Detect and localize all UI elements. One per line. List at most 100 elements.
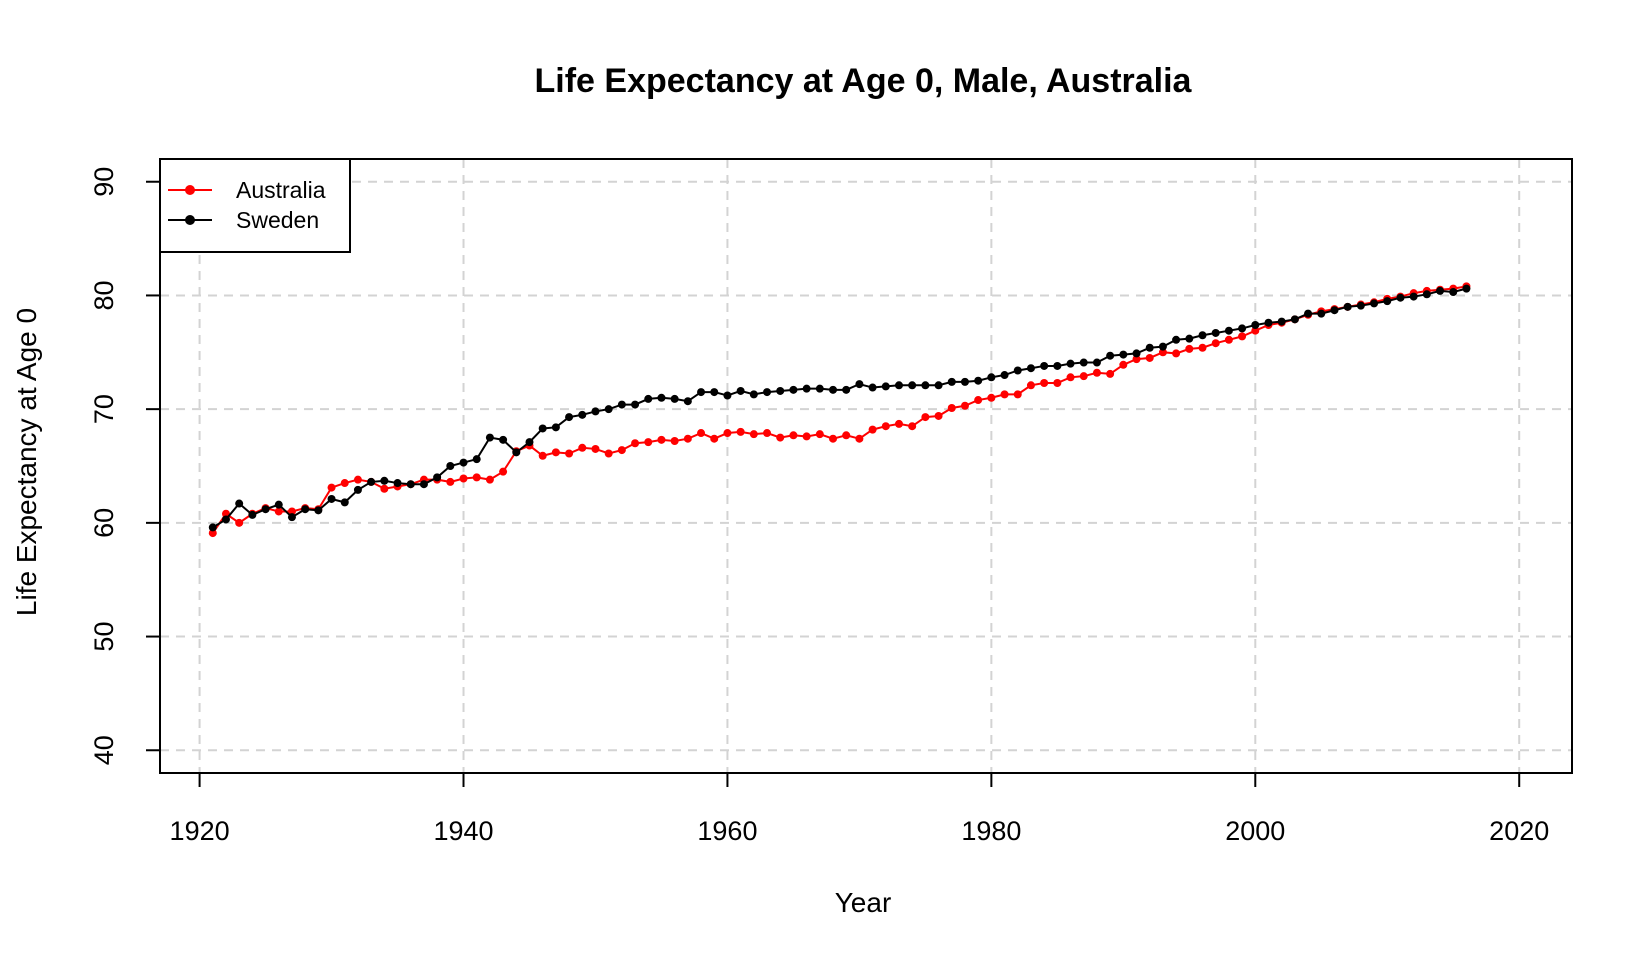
data-point-australia bbox=[380, 484, 389, 493]
data-point-sweden bbox=[1224, 326, 1233, 335]
data-point-australia bbox=[1211, 339, 1220, 348]
data-point-australia bbox=[1185, 344, 1194, 353]
y-tick-label: 90 bbox=[89, 167, 119, 197]
data-point-sweden bbox=[921, 381, 930, 390]
data-point-sweden bbox=[1119, 350, 1128, 359]
data-point-australia bbox=[631, 439, 640, 448]
data-point-sweden bbox=[1277, 317, 1286, 326]
data-point-sweden bbox=[1317, 309, 1326, 318]
gridlines bbox=[160, 159, 1572, 773]
data-point-sweden bbox=[974, 376, 983, 385]
plot-border bbox=[159, 158, 1573, 774]
data-point-sweden bbox=[1172, 335, 1181, 344]
data-point-sweden bbox=[908, 381, 917, 390]
data-point-australia bbox=[1026, 381, 1035, 390]
data-point-australia bbox=[591, 444, 600, 453]
data-point-australia bbox=[736, 427, 745, 436]
data-point-sweden bbox=[472, 455, 481, 464]
legend-label-australia: Australia bbox=[236, 177, 326, 203]
data-point-sweden bbox=[749, 390, 758, 399]
data-point-sweden bbox=[1330, 306, 1339, 315]
data-point-australia bbox=[551, 448, 560, 457]
data-point-sweden bbox=[287, 513, 296, 522]
data-point-sweden bbox=[894, 381, 903, 390]
data-point-australia bbox=[894, 419, 903, 428]
data-point-sweden bbox=[1238, 324, 1247, 333]
data-point-sweden bbox=[1092, 358, 1101, 367]
y-tick-label: 70 bbox=[89, 394, 119, 424]
data-point-australia bbox=[208, 529, 217, 538]
data-point-australia bbox=[1238, 332, 1247, 341]
data-point-australia bbox=[683, 434, 692, 443]
data-point-sweden bbox=[960, 377, 969, 386]
data-point-sweden bbox=[208, 523, 217, 532]
data-point-sweden bbox=[459, 458, 468, 467]
data-point-australia bbox=[459, 474, 468, 483]
data-point-sweden bbox=[485, 433, 494, 442]
data-point-sweden bbox=[340, 498, 349, 507]
data-point-australia bbox=[578, 443, 587, 452]
legend-item-sweden: Sweden bbox=[168, 207, 319, 233]
axes: 1920 1940 1960 1980 2000 2020 40 50 60 70 80 90 bbox=[89, 158, 1573, 846]
data-point-sweden bbox=[248, 510, 257, 519]
data-point-sweden bbox=[855, 380, 864, 389]
data-point-australia bbox=[802, 432, 811, 441]
x-tick-label: 1940 bbox=[433, 816, 493, 846]
x-tick-label: 2000 bbox=[1225, 816, 1285, 846]
y-tick-label: 50 bbox=[89, 622, 119, 652]
data-point-australia bbox=[1092, 368, 1101, 377]
data-point-australia bbox=[340, 479, 349, 488]
data-point-sweden bbox=[1106, 351, 1115, 360]
data-point-sweden bbox=[644, 394, 653, 403]
data-point-sweden bbox=[301, 505, 310, 514]
data-point-sweden bbox=[433, 473, 442, 482]
data-point-sweden bbox=[1013, 366, 1022, 375]
data-point-sweden bbox=[1422, 290, 1431, 299]
data-point-australia bbox=[868, 425, 877, 434]
data-point-australia bbox=[1040, 378, 1049, 387]
data-point-australia bbox=[446, 477, 455, 486]
data-point-sweden bbox=[1145, 343, 1154, 352]
data-point-sweden bbox=[763, 388, 772, 397]
data-point-sweden bbox=[1409, 292, 1418, 301]
data-point-sweden bbox=[367, 477, 376, 486]
data-point-sweden bbox=[327, 494, 336, 503]
data-point-australia bbox=[604, 449, 613, 458]
data-point-australia bbox=[934, 411, 943, 420]
data-point-australia bbox=[1013, 390, 1022, 399]
data-point-australia bbox=[908, 422, 917, 431]
data-point-sweden bbox=[1158, 342, 1167, 351]
data-point-sweden bbox=[1211, 328, 1220, 337]
data-point-australia bbox=[485, 475, 494, 484]
data-point-sweden bbox=[353, 485, 362, 494]
data-point-sweden bbox=[1436, 286, 1445, 295]
data-point-australia bbox=[842, 431, 851, 440]
data-point-australia bbox=[776, 433, 785, 442]
data-point-australia bbox=[1145, 353, 1154, 362]
data-point-sweden bbox=[842, 385, 851, 394]
data-point-sweden bbox=[512, 448, 521, 457]
data-point-sweden bbox=[406, 480, 415, 489]
data-point-australia bbox=[644, 438, 653, 447]
data-point-sweden bbox=[789, 385, 798, 394]
data-point-australia bbox=[763, 429, 772, 438]
data-point-sweden bbox=[499, 435, 508, 444]
x-tick-label: 1980 bbox=[961, 816, 1021, 846]
data-point-sweden bbox=[829, 385, 838, 394]
data-point-australia bbox=[710, 434, 719, 443]
data-point-sweden bbox=[657, 393, 666, 402]
data-point-australia bbox=[1000, 390, 1009, 399]
data-point-australia bbox=[723, 429, 732, 438]
data-point-sweden bbox=[1026, 364, 1035, 373]
data-point-sweden bbox=[1198, 331, 1207, 340]
data-point-australia bbox=[829, 434, 838, 443]
data-point-sweden bbox=[697, 388, 706, 397]
data-point-sweden bbox=[1370, 299, 1379, 308]
legend-box bbox=[159, 158, 351, 253]
series-sweden bbox=[208, 284, 1471, 532]
data-point-australia bbox=[960, 401, 969, 410]
data-point-sweden bbox=[1396, 293, 1405, 302]
legend-item-australia: Australia bbox=[168, 177, 326, 203]
